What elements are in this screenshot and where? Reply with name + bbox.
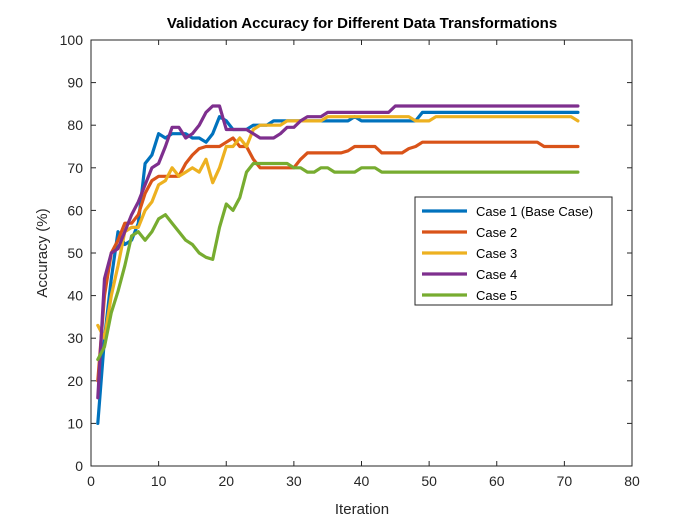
x-tick-label: 70: [557, 473, 573, 489]
y-tick-label: 100: [60, 32, 84, 48]
series-line-case-1: [96, 110, 580, 425]
y-axis-label: Accuracy (%): [34, 208, 51, 297]
x-tick-label: 50: [421, 473, 437, 489]
x-tick-label: 80: [624, 473, 640, 489]
x-tick-label: 60: [489, 473, 505, 489]
y-tick-label: 0: [75, 458, 83, 474]
legend-label-case-1: Case 1 (Base Case): [476, 204, 593, 219]
y-tick-label: 80: [67, 117, 83, 133]
legend: Case 1 (Base Case) Case 2 Case 3 Case 4 Case…: [414, 196, 613, 306]
y-tick-label: 30: [67, 330, 83, 346]
y-tick-label: 10: [67, 415, 83, 431]
series-line-case-5: [96, 161, 580, 362]
series-line-case-3: [96, 115, 580, 340]
y-tick-label: 90: [67, 75, 83, 91]
legend-label-case-2: Case 2: [476, 225, 517, 240]
chart-title: Validation Accuracy for Different Data T…: [167, 15, 557, 32]
legend-box: [414, 196, 613, 306]
x-tick-label: 30: [286, 473, 302, 489]
series-line-case-4: [96, 104, 580, 400]
series-lines: [96, 104, 580, 425]
x-tick-label: 10: [151, 473, 167, 489]
y-tick-label: 70: [67, 160, 83, 176]
legend-label-case-5: Case 5: [476, 288, 517, 303]
x-axis-label: Iteration: [335, 501, 389, 518]
y-tick-label: 40: [67, 288, 83, 304]
y-tick-label: 50: [67, 245, 83, 261]
legend-label-case-4: Case 4: [476, 267, 517, 282]
axis-ticks: 0 10 20 30 40 50 60 70 80 0 10 20 30 40 50 60 70 80 90 100: [60, 32, 640, 489]
legend-label-case-3: Case 3: [476, 246, 517, 261]
y-tick-label: 20: [67, 373, 83, 389]
x-tick-label: 0: [87, 473, 95, 489]
y-tick-label: 60: [67, 202, 83, 218]
x-tick-label: 40: [354, 473, 370, 489]
x-tick-label: 20: [218, 473, 234, 489]
